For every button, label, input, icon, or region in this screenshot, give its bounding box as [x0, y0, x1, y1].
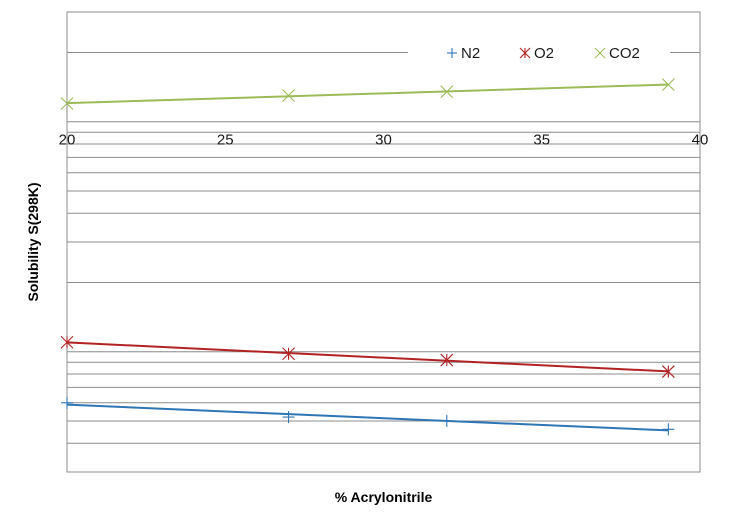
- series-o2: [60, 335, 675, 378]
- legend-marker-star-icon: [519, 47, 531, 59]
- y-axis-title: Solubility S(298K): [25, 182, 41, 301]
- data-point-co2: [440, 85, 454, 99]
- data-point-n2: [61, 396, 73, 409]
- series-layer: [60, 78, 675, 436]
- data-point-o2: [60, 335, 74, 349]
- legend-label: N2: [461, 45, 480, 62]
- plot-area-border: [66, 11, 701, 473]
- data-point-o2: [440, 353, 454, 367]
- data-point-o2: [282, 347, 295, 361]
- data-point-n2: [440, 414, 453, 427]
- trendline-co2: [66, 83, 669, 105]
- legend-label: CO2: [609, 45, 640, 62]
- trendline-o2: [66, 341, 669, 373]
- legend: N2 O2 CO2: [408, 37, 670, 67]
- legend-marker-cross-icon: [594, 47, 606, 59]
- data-point-co2: [282, 89, 295, 102]
- x-tick-label: 35: [533, 132, 550, 149]
- data-point-n2: [282, 411, 295, 424]
- legend-label: O2: [534, 45, 554, 62]
- x-axis-title: % Acrylonitrile: [335, 489, 433, 505]
- data-point-o2: [661, 365, 675, 378]
- legend-item-n2: N2: [447, 45, 480, 62]
- legend-item-o2: O2: [519, 45, 554, 62]
- data-point-co2: [661, 78, 675, 92]
- legend-marker-plus-icon: [447, 48, 457, 58]
- x-tick-label: 20: [59, 132, 76, 149]
- data-point-co2: [60, 97, 74, 110]
- series-co2: [60, 78, 675, 110]
- trendline-n2: [66, 403, 669, 432]
- x-tick-labels: 20 25 30 35 40: [59, 132, 709, 149]
- x-tick-label: 40: [692, 132, 709, 149]
- legend-item-co2: CO2: [594, 45, 640, 62]
- x-tick-label: 30: [375, 132, 392, 149]
- data-point-n2: [662, 423, 675, 436]
- series-n2: [61, 396, 675, 436]
- x-tick-label: 25: [217, 132, 234, 149]
